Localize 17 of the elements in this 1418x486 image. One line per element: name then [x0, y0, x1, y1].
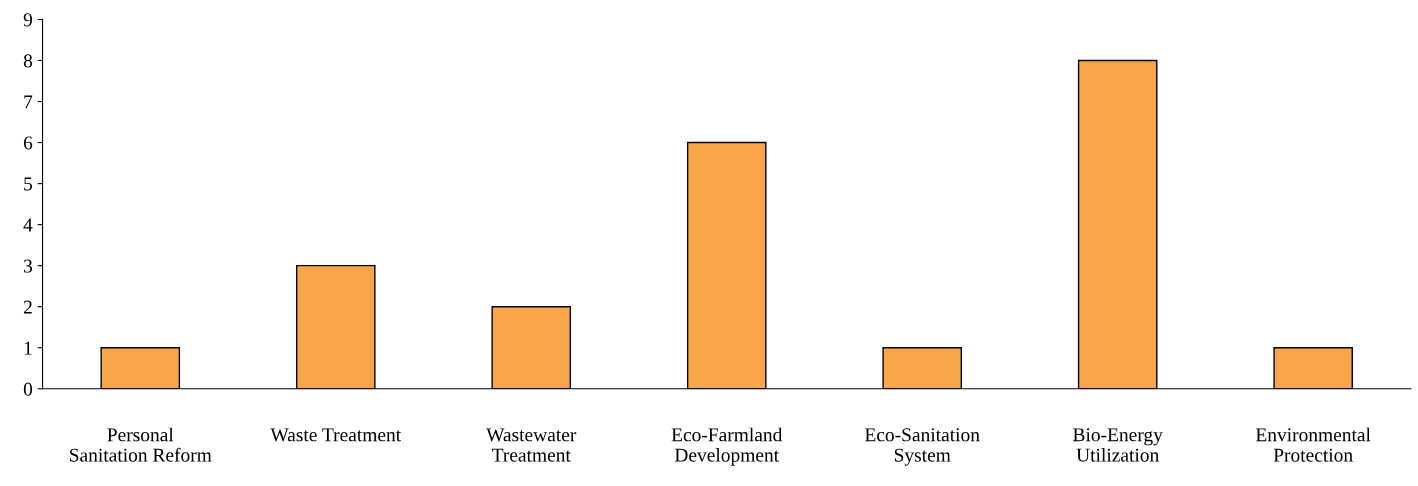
x-tick-label: Environmental Protection: [1255, 427, 1371, 462]
x-tick-label: Wastewater Treatment: [486, 428, 577, 462]
y-tick-label: 7: [24, 95, 33, 109]
y-tick-label: 3: [24, 259, 33, 273]
x-tick-label: Waste Treatment: [270, 428, 402, 442]
y-tick-label: 8: [23, 54, 33, 68]
y-tick-label: 1: [24, 341, 32, 355]
x-tick-label: Personal Sanitation Reform: [70, 427, 212, 462]
y-tick-label: 6: [23, 136, 33, 150]
x-tick-label: Eco-Sanitation System: [864, 428, 980, 466]
y-tick-label: 9: [23, 13, 33, 27]
x-tick-label: Bio-Energy Utilization: [1073, 428, 1163, 462]
y-tick-label: 5: [24, 177, 33, 191]
y-tick-label: 2: [23, 300, 32, 314]
y-tick-label: 4: [23, 218, 33, 232]
x-tick-label: Eco-Farmland Development: [671, 427, 783, 466]
y-tick-label: 0: [23, 382, 33, 396]
